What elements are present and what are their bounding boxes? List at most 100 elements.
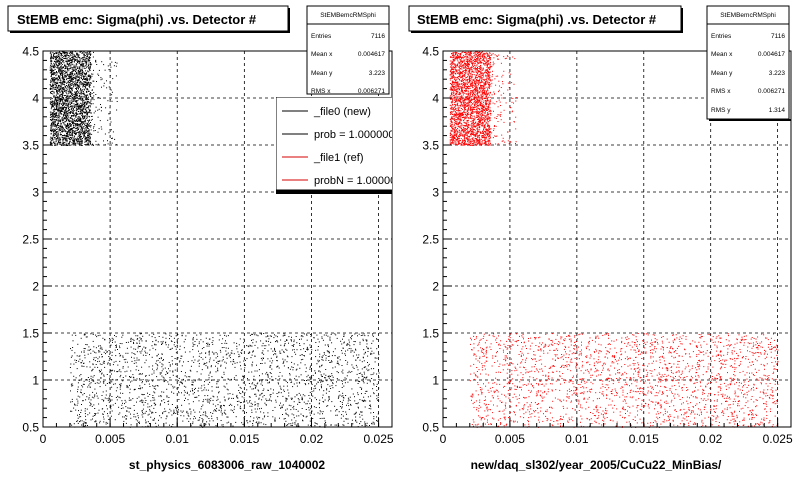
data-point	[60, 83, 62, 85]
data-point	[255, 341, 257, 343]
data-point	[83, 351, 85, 353]
data-point	[54, 63, 56, 65]
data-point	[119, 347, 121, 349]
data-point	[332, 351, 334, 353]
data-point	[90, 141, 92, 143]
data-point	[72, 143, 74, 144]
data-point	[50, 60, 52, 62]
data-point	[336, 409, 338, 411]
data-point	[242, 375, 244, 377]
data-point	[72, 58, 74, 60]
data-point	[111, 381, 113, 383]
data-point	[257, 382, 259, 384]
data-point	[334, 348, 336, 350]
data-point	[184, 351, 186, 353]
data-point	[314, 422, 316, 424]
data-point	[159, 373, 161, 375]
data-point	[77, 62, 78, 64]
data-point	[50, 79, 52, 81]
data-point	[357, 402, 359, 404]
data-point	[66, 119, 67, 121]
data-point	[151, 373, 153, 375]
data-point	[304, 395, 306, 397]
data-point	[145, 340, 147, 342]
data-point	[313, 406, 315, 408]
data-point	[66, 97, 67, 99]
data-point	[76, 110, 78, 112]
data-point	[65, 100, 67, 102]
data-point	[274, 419, 275, 421]
data-point	[86, 336, 88, 338]
data-point	[293, 417, 295, 419]
data-point	[87, 83, 89, 85]
data-point	[137, 335, 139, 337]
data-point	[279, 404, 281, 406]
data-point	[331, 361, 333, 363]
data-point	[67, 104, 69, 106]
data-point	[105, 423, 107, 425]
data-point	[85, 107, 87, 109]
data-point	[285, 420, 287, 422]
data-point	[200, 373, 202, 375]
data-point	[293, 344, 295, 345]
data-point	[83, 76, 85, 78]
data-point	[71, 115, 73, 117]
data-point	[241, 352, 243, 354]
data-point	[306, 334, 308, 336]
data-point	[65, 98, 67, 100]
data-point	[352, 423, 354, 425]
data-point	[196, 338, 198, 340]
data-point	[76, 66, 78, 68]
data-point	[80, 128, 82, 130]
data-point	[342, 369, 344, 371]
data-point	[221, 343, 223, 344]
data-point	[78, 133, 80, 135]
data-point	[93, 92, 95, 94]
data-point	[55, 57, 57, 59]
data-point	[193, 418, 195, 420]
data-point	[233, 411, 235, 413]
data-point	[85, 79, 87, 81]
data-point	[60, 79, 62, 81]
data-point	[70, 138, 72, 140]
data-point	[92, 363, 94, 365]
data-point	[53, 67, 55, 69]
data-point	[63, 88, 65, 90]
data-point	[376, 338, 378, 340]
data-point	[70, 137, 72, 139]
data-point	[90, 62, 91, 64]
data-point	[192, 381, 194, 383]
data-point	[73, 93, 75, 95]
data-point	[231, 404, 233, 406]
data-point	[75, 143, 77, 145]
data-point	[238, 390, 240, 391]
data-point	[206, 342, 207, 344]
data-point	[72, 61, 73, 63]
data-point	[53, 103, 55, 105]
data-point	[325, 369, 327, 370]
data-point	[79, 57, 81, 59]
data-point	[60, 144, 62, 146]
data-point	[134, 353, 136, 355]
data-point	[69, 73, 70, 75]
data-point	[71, 398, 73, 400]
data-point	[99, 420, 101, 422]
data-point	[84, 354, 86, 356]
data-point	[84, 82, 86, 84]
data-point	[179, 345, 181, 347]
data-point	[345, 411, 347, 413]
data-point	[52, 90, 54, 92]
data-point	[321, 375, 323, 377]
data-point	[122, 367, 124, 369]
data-point	[80, 93, 82, 95]
data-point	[317, 359, 319, 361]
data-point	[200, 408, 202, 410]
data-point	[93, 415, 95, 416]
data-point	[64, 87, 66, 89]
data-point	[198, 387, 200, 389]
data-point	[173, 413, 174, 415]
data-point	[239, 355, 241, 357]
data-point	[77, 414, 78, 416]
data-point	[58, 108, 60, 110]
data-point	[161, 353, 163, 355]
